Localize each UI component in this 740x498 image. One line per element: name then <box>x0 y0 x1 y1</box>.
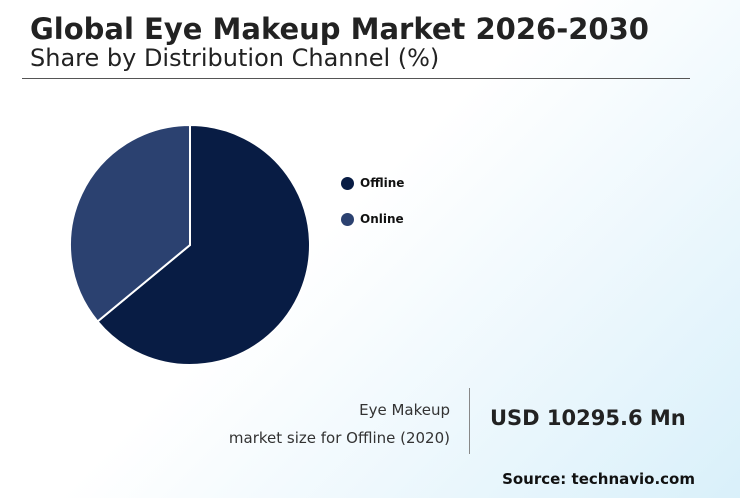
pie-slice-offline <box>96 123 311 366</box>
market-caption-line1: Eye Makeup <box>359 401 450 419</box>
legend-label-online: Online <box>360 212 404 226</box>
pie-chart <box>69 123 311 366</box>
legend-item-online: Online <box>341 211 404 227</box>
market-size-value: USD 10295.6 Mn <box>490 406 686 430</box>
chart-legend: Offline Online <box>341 175 404 247</box>
market-caption-line2: market size for Offline (2020) <box>228 429 450 447</box>
legend-swatch-online <box>341 212 354 226</box>
legend-item-offline: Offline <box>341 175 404 191</box>
legend-label-offline: Offline <box>360 176 405 190</box>
pie-slice-online <box>69 123 191 323</box>
chart-title: Global Eye Makeup Market 2026-2030 <box>30 12 649 46</box>
source-credit: Source: technavio.com <box>502 470 695 488</box>
chart-subtitle: Share by Distribution Channel (%) <box>30 44 440 72</box>
stat-divider <box>469 388 470 454</box>
legend-swatch-offline <box>341 176 354 190</box>
title-divider <box>22 78 690 79</box>
